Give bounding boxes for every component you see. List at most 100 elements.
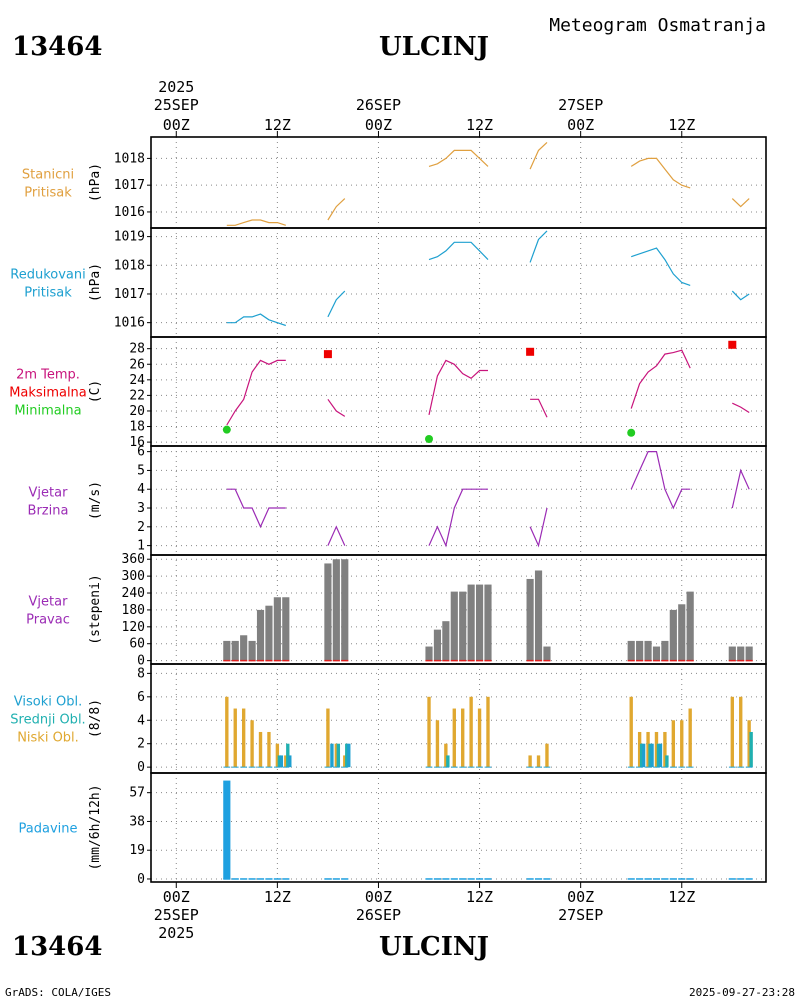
low-cloud-bar-30	[730, 696, 734, 768]
wind-dir-bar-16	[467, 584, 475, 661]
wind-dir-bar-26	[661, 640, 669, 661]
high-cloud-bar-25	[658, 743, 663, 768]
ytick-label-cloud_cover-2: 4	[137, 713, 145, 728]
wind-dir-bar-3	[248, 640, 256, 661]
mid-cloud-bar-23	[639, 743, 644, 768]
mid-cloud-bar-10	[345, 743, 349, 768]
ytick-label-reduced_pressure-1: 1017	[114, 287, 145, 302]
wind-dir-bar-29	[686, 591, 694, 661]
ylabel-reduced_pressure: (hPa)	[88, 263, 103, 302]
series-pressure-3	[529, 141, 548, 170]
wind-dir-bar-21	[543, 646, 551, 661]
low-cloud-bar-8	[326, 708, 330, 768]
wind-dir-bar-32	[745, 646, 753, 661]
top-year-label-0: 2025	[158, 78, 194, 96]
series-wind_speed-0	[226, 488, 286, 529]
wind-dir-bar-5	[265, 605, 273, 661]
high-cloud-bar-10	[347, 743, 351, 768]
ytick-label-wind_direction-5: 300	[122, 569, 145, 584]
wind-dir-bar-13	[442, 621, 450, 661]
mid-cloud-bar-25	[656, 743, 661, 768]
ytick-label-wind_direction-2: 120	[122, 620, 145, 635]
panel-wind_speed: 1 2 3 4 5 6 (m/s) Vjetar Brzina	[28, 445, 767, 556]
high-cloud-bar-24	[650, 743, 654, 768]
series-wind_speed-3	[529, 507, 548, 548]
panel-label-precipitation-0: Padavine	[19, 822, 78, 837]
wind-dir-bar-30	[728, 646, 736, 661]
ytick-label-wind_direction-1: 60	[129, 637, 145, 652]
wind-dir-bar-22	[627, 640, 635, 661]
low-cloud-bar-28	[680, 720, 684, 768]
top-time-label-0: 00Z	[163, 116, 190, 134]
low-cloud-bar-23	[637, 731, 642, 768]
low-cloud-bar-14	[452, 708, 456, 768]
ylabel-wind_speed: (m/s)	[88, 481, 103, 520]
wind-dir-bar-1	[231, 640, 239, 661]
mid-cloud-bar-9	[336, 743, 341, 768]
panel-reduced_pressure: 1016 1017 1018 1019 (hPa)Redukovani Pritisak	[10, 227, 767, 338]
wind-dir-bar-11	[425, 646, 433, 661]
wind-dir-bar-20	[534, 570, 543, 661]
high-cloud-bar-6	[279, 755, 284, 768]
ytick-label-reduced_pressure-2: 1018	[114, 258, 145, 273]
low-cloud-bar-20	[536, 755, 541, 768]
panel-frame-wind_speed	[150, 445, 767, 556]
ytick-label-cloud_cover-1: 2	[137, 737, 145, 752]
panel-label-temperature-0: 2m Temp.	[16, 368, 80, 383]
panel-cloud_cover: 0 2 4 6 8 (8/8) Visoki Obl. Srednji Obl. Niski O…	[10, 663, 767, 775]
panel-label-wind_speed-0: Vjetar	[29, 486, 69, 501]
ytick-label-wind_speed-4: 5	[137, 463, 145, 478]
panel-label-pressure-1: Pritisak	[24, 186, 72, 201]
ytick-label-precipitation-2: 38	[129, 814, 145, 829]
ytick-label-wind_speed-5: 6	[137, 445, 145, 460]
subtitle: Meteogram Osmatranja	[549, 15, 766, 36]
low-cloud-bar-31	[739, 696, 743, 768]
panel-frame-reduced_pressure	[150, 227, 767, 338]
series-temperature-0	[226, 359, 286, 426]
series-wind_speed-5	[731, 468, 750, 509]
ytick-label-temperature-3: 22	[129, 388, 145, 403]
wind-dir-bar-8	[324, 563, 332, 661]
ylabel-precipitation: (mm/6h/12h)	[88, 784, 103, 870]
bottom-time-label-4: 00Z	[567, 888, 594, 906]
ytick-label-wind_direction-4: 240	[122, 586, 145, 601]
wind-dir-bar-15	[459, 591, 467, 661]
panel-frame-temperature	[150, 336, 767, 447]
ytick-label-wind_speed-3: 4	[137, 482, 145, 497]
panel-label-reduced_pressure-1: Pritisak	[24, 286, 72, 301]
low-cloud-bar-29	[688, 708, 692, 768]
top-time-label-4: 00Z	[567, 116, 594, 134]
ytick-label-reduced_pressure-0: 1016	[114, 316, 145, 331]
low-cloud-bar-24	[646, 731, 650, 768]
panel-label-pressure-0: Stanicni	[22, 168, 74, 183]
ytick-label-cloud_cover-0: 0	[137, 760, 145, 775]
max-temp-marker-0	[323, 350, 332, 359]
low-cloud-bar-16	[469, 696, 473, 768]
wind-dir-bar-27	[669, 609, 677, 661]
top-date-label-4: 27SEP	[558, 96, 603, 114]
ytick-label-reduced_pressure-3: 1019	[114, 230, 145, 245]
mid-cloud-bar-24	[648, 743, 652, 768]
panel-label-wind_speed-1: Brzina	[28, 504, 69, 519]
wind-dir-bar-0	[223, 640, 231, 661]
ytick-label-precipitation-0: 0	[137, 872, 145, 887]
series-temperature-3	[530, 398, 548, 418]
low-cloud-bar-32	[747, 720, 751, 768]
high-cloud-bar-7	[288, 755, 292, 768]
series-pressure-4	[630, 157, 691, 189]
series-reduced_pressure-1	[327, 290, 346, 318]
mid-cloud-bar-6	[277, 755, 282, 768]
low-cloud-bar-7	[284, 755, 288, 768]
mid-cloud-bar-13	[446, 755, 450, 768]
station-id-top: 13464	[12, 32, 102, 62]
low-cloud-bar-26	[663, 731, 667, 768]
low-cloud-bar-4	[258, 731, 263, 768]
station-name-top: ULCINJ	[379, 32, 489, 62]
series-reduced_pressure-2	[428, 241, 489, 261]
low-cloud-bar-17	[477, 708, 482, 768]
top-date-label-2: 26SEP	[356, 96, 401, 114]
low-cloud-bar-6	[275, 743, 280, 768]
low-cloud-bar-11	[427, 696, 431, 768]
